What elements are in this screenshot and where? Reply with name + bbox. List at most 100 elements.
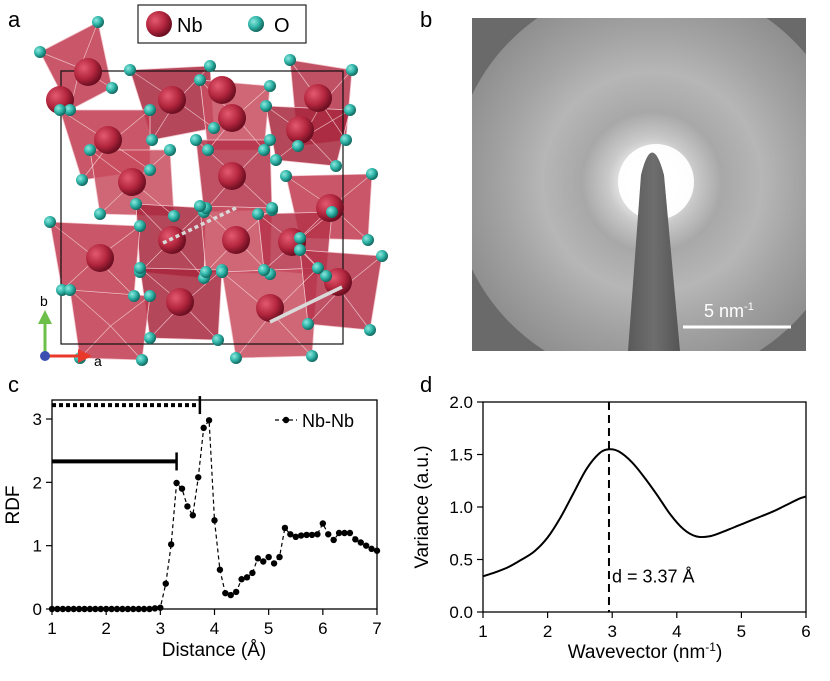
nb-nb-data-point [287,531,294,538]
chart-d-xlabel: Wavevector (nm-1) [568,640,723,663]
nb-nb-data-point [362,542,370,549]
o-atom [136,354,148,366]
y-tick-label: 0.5 [449,551,473,570]
nb-nb-data-point [308,531,316,539]
nb-nb-data-point [108,605,115,613]
nb-nb-data-point [124,605,132,613]
nb-nb-data-point [276,553,283,561]
x-tick-label: 3 [156,619,165,638]
o-atom [202,144,214,156]
panel-b: 5 nm-1 [472,18,806,351]
o-atom [44,216,56,228]
x-tick-label: 1 [478,622,487,641]
o-legend-marker [248,16,264,32]
panel-letter-d: d [420,372,432,397]
x-tick-label: 5 [264,619,273,638]
o-atom [258,144,270,156]
nb-nb-data-point [325,531,332,538]
o-atom [146,134,158,146]
nb-nb-data-point [48,605,56,613]
bond-line [110,325,143,361]
nb-nb-data-point [102,605,110,613]
o-atom [94,208,106,220]
o-atom [92,16,104,28]
o-atom [168,210,180,222]
y-tick-label: 0 [33,600,42,619]
nb-nb-data-point [70,605,77,613]
nb-nb-data-point [167,541,175,548]
nb-nb-data-point [238,576,245,583]
nb-nb-data-point [205,417,213,424]
o-atom [144,332,156,344]
nb-nb-data-point [314,531,321,538]
nb-nb-data-point [54,605,61,613]
scale-bar-label: 5 nm-1 [704,301,754,321]
o-atom [76,174,88,186]
panel-letter-c: c [8,372,19,397]
a-axis-arrowhead [78,349,92,363]
b-axis-arrowhead [38,310,52,324]
x-tick-label: 6 [318,619,327,638]
o-atom [252,208,264,220]
o-atom [366,168,378,180]
o-atom [362,234,374,246]
nb-nb-data-point [189,512,197,519]
chart-c-frame [51,399,378,610]
o-atom [64,284,76,296]
y-tick-label: 2 [33,473,42,492]
crystal-axes: b a [38,293,102,369]
o-atom [164,144,176,156]
x-tick-label: 4 [210,619,219,638]
nb-nb-data-point [146,605,153,613]
x-tick-label: 7 [372,619,381,638]
nb-atom [218,162,246,190]
x-tick-label: 2 [101,619,110,638]
bond-line [39,51,81,69]
structure-legend: Nb O [137,4,307,44]
o-atom [264,80,276,92]
nb-nb-data-point [341,529,348,537]
nb-nb-series-line [52,418,378,610]
nb-legend-marker [146,11,172,37]
nb-nb-data-point [297,532,305,539]
nb-nb-data-point [184,503,191,510]
nb-nb-data-point [173,479,180,487]
chart-c-legend: Nb-Nb [275,411,354,431]
nb-atom [86,244,114,272]
beam-stopper [628,152,680,351]
bond-line [110,295,151,327]
nb-nb-data-point [211,517,218,524]
o-atom [270,154,282,166]
nb-nb-data-point [92,605,99,613]
chart-d-ylabel: Variance (a.u.) [412,445,433,568]
o-atom [194,200,206,212]
o-atom [204,60,216,72]
o-atom [34,46,46,58]
o-atom [294,244,306,256]
chart-c-xlabel: Distance (Å) [162,640,267,661]
nb-atom [158,86,186,114]
legend-label-nb-nb: Nb-Nb [302,411,354,431]
o-atom [346,64,358,76]
o-atom [128,290,140,302]
o-atom [134,220,146,232]
o-atom [54,104,66,116]
nb-nb-data-point [151,605,159,612]
nb-nb-data-point [157,604,164,611]
nb-nb-data-point [232,588,240,596]
nb-nb-data-point [86,605,94,613]
nb-nb-data-point [281,524,289,532]
nb-nb-data-point [162,580,169,587]
bond-line [271,313,313,357]
nb-nb-data-point [243,574,251,581]
panel-d: 1 2 3 4 5 6 0.0 0.5 1.0 1.5 2.0 d = 3.37 Å Wavevec… [412,393,811,663]
o-atom [124,64,136,76]
o-atom [258,264,270,276]
nb-nb-data-point [319,520,327,527]
o-atom [134,262,146,274]
distance-marker-solid [269,285,343,324]
panel-a: Nb O b a [34,4,388,369]
nb-nb-data-point [227,591,234,599]
o-atom [294,232,306,244]
